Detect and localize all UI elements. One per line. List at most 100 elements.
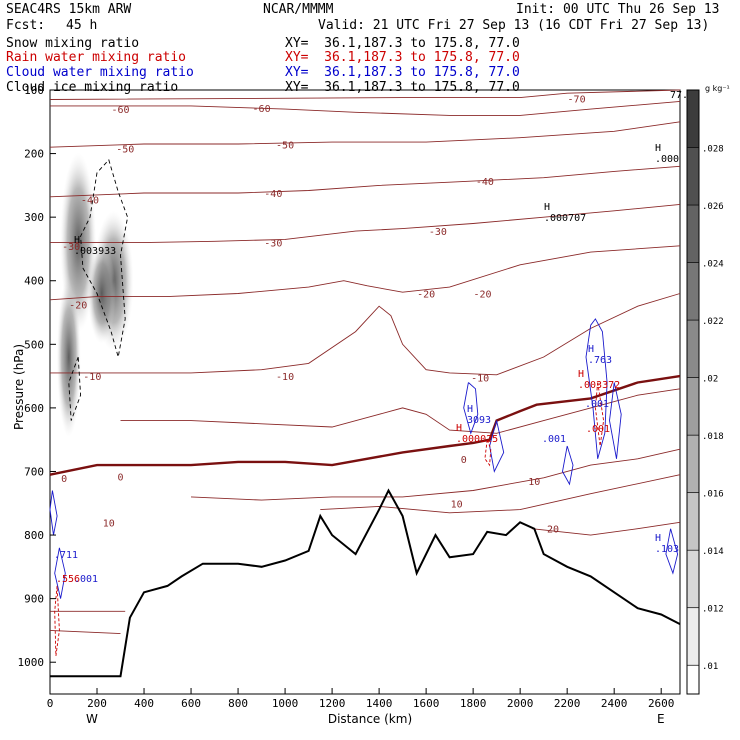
ice-max-left-label-line-0: H (74, 235, 80, 246)
colorbar-step-6 (687, 435, 699, 493)
legend-rain-label: Rain water mixing ratio (6, 50, 187, 65)
y-tick-label-7: 900 (24, 593, 44, 606)
cw-max-mid-label-line-1: 3093 (467, 415, 491, 426)
terrain-profile (50, 488, 681, 678)
colorbar-units: g kg⁻¹ (705, 84, 730, 93)
rain-max-right-label-line-0: H (578, 369, 584, 380)
cw-max-mid-label-line-0: H (467, 404, 473, 415)
east-endpoint: E (657, 712, 665, 726)
x-tick-label-3: 600 (181, 697, 201, 710)
x-tick-label-8: 1600 (413, 697, 440, 710)
y-tick-label-1: 300 (24, 211, 44, 224)
model-title: SEAC4RS 15km ARW (6, 2, 132, 17)
isotherm-label-6: -40 (264, 189, 282, 200)
isotherm-1 (50, 100, 681, 116)
isotherm-label-2: -60 (253, 104, 271, 115)
colorbar-label-2: .024 (702, 260, 724, 270)
axes: 0 200 400 600 800 1000 1200 1400 1600 1800 2000 220… (18, 84, 675, 710)
rain-contour-3 (484, 439, 492, 467)
isotherm-label-1: -60 (111, 105, 129, 116)
init-time: Init: 00 UTC Thu 26 Sep 13 (516, 2, 720, 17)
isotherm-label-13: -20 (69, 300, 87, 311)
isotherm-label-23: 10 (103, 518, 115, 529)
isotherm-label-17: 0 (118, 473, 124, 484)
colorbar-step-0 (687, 90, 699, 148)
cloud-ice-contours (68, 159, 129, 421)
rain-water-contours (54, 382, 605, 656)
isotherm-label-11: -20 (474, 289, 492, 300)
y-tick-label-2: 400 (24, 275, 44, 288)
ice-max-left-label-line-1: .003933 (74, 246, 116, 257)
cw-max-mid2-label: .001 (542, 434, 566, 445)
isotherm-9 (320, 474, 681, 514)
cw-left1-label: .711 (54, 550, 78, 561)
ice-max-mid-label-line-1: .000707 (544, 213, 586, 224)
colorbar-label-4: .02 (702, 375, 718, 385)
isotherm-2 (49, 121, 681, 148)
ice-contour-1 (80, 159, 129, 358)
cw-contour-8 (665, 528, 679, 575)
colorbar-step-3 (687, 262, 699, 321)
isotherm-10 (531, 521, 681, 536)
cw-contour-6 (49, 490, 58, 536)
colorbar-label-7: .014 (702, 547, 724, 557)
cw-contour-5 (562, 445, 574, 486)
isotherm-label-9: -30 (264, 239, 282, 250)
west-endpoint: W (86, 712, 98, 726)
y-tick-label-8: 1000 (18, 656, 45, 669)
legend-rain-xy: XY= 36.1,187.3 to 175.8, 77.0 (285, 50, 520, 65)
isotherm-label-22: 20 (547, 525, 559, 536)
forecast-label: Fcst: (6, 18, 46, 33)
isotherm-5 (49, 245, 681, 301)
legend-cloudice-label: Cloud ice mixing ratio (6, 80, 179, 95)
rain-max-right-label: H.003372 (578, 369, 620, 391)
x-tick-label-10: 2000 (507, 697, 534, 710)
y-tick-label-top: 100 (24, 84, 44, 97)
isotherm-label-8: -30 (429, 227, 447, 238)
y-tick-label-3: 500 (24, 338, 44, 351)
cw-max-right1-label-line-1: .763 (588, 355, 612, 366)
isotherm-label-3: -50 (276, 141, 294, 152)
temperature-contours (49, 89, 681, 635)
x-tick-label-2: 400 (134, 697, 154, 710)
rain-left-label: .556 (56, 574, 80, 585)
legend-cloudwater-label: Cloud water mixing ratio (6, 65, 194, 80)
forecast-hours: 45 h (66, 18, 98, 33)
colorbar-label-9: .01 (702, 662, 718, 672)
cw-max-far-right-label: H.103 (655, 533, 679, 555)
isotherm-label-10: -30 (62, 242, 80, 253)
x-tick-label-13: 2600 (648, 697, 675, 710)
cw-contour-1 (463, 382, 479, 435)
x-tick-label-4: 800 (228, 697, 248, 710)
ice-max-right-label-line-0: H (655, 143, 661, 154)
valid-time: Valid: 21 UTC Fri 27 Sep 13 (16 CDT Fri … (318, 18, 710, 33)
isotherm-label-0: -70 (568, 94, 586, 105)
isotherm-label-15: -10 (276, 372, 294, 383)
y-tick-label-0: 200 (24, 148, 44, 161)
isotherm-3 (49, 165, 681, 198)
x-tick-label-12: 2400 (601, 697, 628, 710)
colorbar-label-0: .028 (702, 145, 724, 155)
isotherm-label-12: -20 (417, 289, 435, 300)
isotherm-label-5: -40 (476, 177, 494, 188)
ice-max-right-label-line-1: .000 (655, 154, 679, 165)
x-tick-label-5: 1000 (272, 697, 299, 710)
rain-right2-label: .001 (586, 424, 610, 435)
colorbar-step-1 (687, 147, 699, 206)
cw-max-far-right-label-line-1: .103 (655, 544, 679, 555)
snow-max-label: 77.22 (670, 90, 700, 101)
legend-cloudice-xy: XY= 36.1,187.3 to 175.8, 77.0 (285, 80, 520, 95)
isotherm-0 (49, 89, 681, 100)
cw-contour-7 (54, 547, 66, 599)
colorbar-step-8 (687, 550, 699, 608)
y-tick-label-6: 800 (24, 529, 44, 542)
terrain-line (50, 488, 681, 678)
isotherm-label-19: 0 (61, 474, 67, 485)
isotherm-label-18: 0 (461, 455, 467, 466)
rain-max-mid-label-line-0: H (456, 423, 462, 434)
colorbar-label-8: .012 (702, 605, 724, 615)
x-tick-label-9: 1800 (460, 697, 487, 710)
legend-snow-label: Snow mixing ratio (6, 36, 140, 51)
x-tick-label-0: 0 (47, 697, 54, 710)
